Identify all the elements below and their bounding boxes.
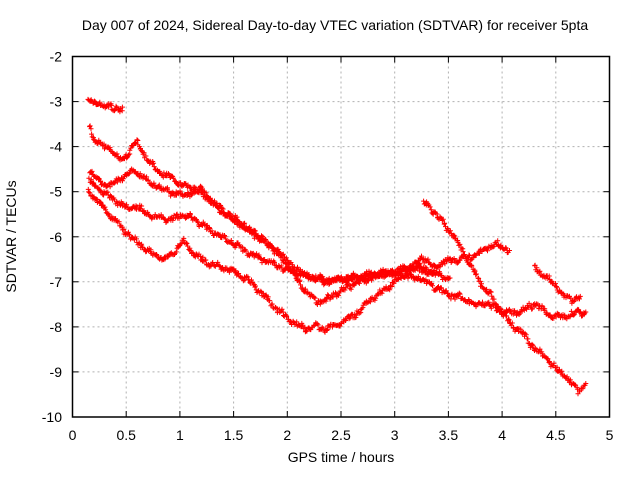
y-tick-label: -6: [50, 229, 63, 245]
x-tick-label: 1: [176, 427, 184, 443]
x-tick-label: 4: [498, 427, 506, 443]
axes-layer: 0 0.5 1 1.5 2 2.5 3 3.5 4 4.5 5 -2 -3 -4 -5 -6 -7 -8 -9 -10: [42, 49, 614, 444]
series-points-segment-6: [421, 198, 589, 397]
x-tick-label: 5: [606, 427, 614, 443]
y-tick-label: -8: [50, 319, 63, 335]
y-tick-label: -7: [50, 274, 63, 290]
x-tick-label: 2.5: [331, 427, 351, 443]
y-tick-label: -9: [50, 364, 63, 380]
x-tick-label: 1.5: [224, 427, 244, 443]
plot-border: [71, 55, 611, 418]
x-tick-label: 0: [69, 427, 77, 443]
x-axis-label: GPS time / hours: [288, 449, 395, 465]
y-tick-label: -4: [50, 139, 63, 155]
series-layer: [85, 96, 589, 397]
x-tick-label: 2: [283, 427, 291, 443]
x-tick-label: 0.5: [116, 427, 136, 443]
grid-layer: [72, 56, 610, 417]
series-points-segment-7: [532, 262, 583, 306]
series-points-segment-1: [85, 96, 125, 115]
series-points-segment-3: [87, 166, 589, 322]
y-tick-label: -2: [50, 49, 63, 65]
y-tick-label: -5: [50, 184, 63, 200]
y-axis-label: SDTVAR / TECUs: [3, 180, 19, 292]
x-tick-label: 4.5: [546, 427, 566, 443]
chart-title: Day 007 of 2024, Sidereal Day-to-day VTE…: [82, 17, 589, 33]
x-tick-label: 3: [391, 427, 399, 443]
series-points-segment-5: [85, 186, 512, 335]
y-tick-label: -3: [50, 94, 63, 110]
y-tick-label: -10: [42, 409, 62, 425]
x-tick-label: 3.5: [439, 427, 459, 443]
